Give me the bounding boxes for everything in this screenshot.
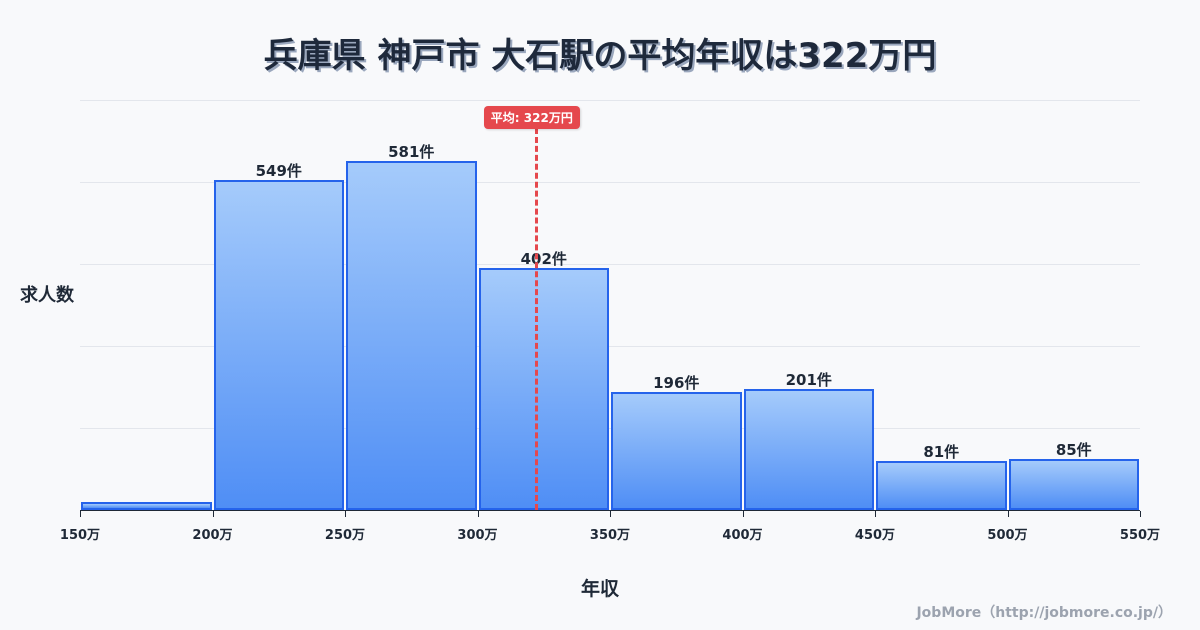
x-tick <box>477 511 479 517</box>
bar-value-label: 196件 <box>653 374 700 393</box>
x-tick <box>1007 511 1009 517</box>
chart-title: 兵庫県 神戸市 大石駅の平均年収は322万円 <box>263 36 937 76</box>
bar-value-label: 402件 <box>520 250 567 269</box>
bar-value-label: 85件 <box>1055 440 1092 459</box>
x-tick <box>1140 511 1141 517</box>
x-tick <box>345 511 346 517</box>
x-tick <box>875 511 876 517</box>
x-axis-label: 年収 <box>580 578 619 600</box>
gridline <box>80 182 1140 183</box>
credit-text: JobMore（http://jobmore.co.jp/） <box>916 605 1172 621</box>
histogram-bar <box>876 461 1007 510</box>
x-tick-label: 500万 <box>987 528 1028 543</box>
x-tick <box>742 511 744 517</box>
histogram-bar <box>346 160 477 510</box>
x-axis-line <box>80 510 1140 511</box>
gridline <box>80 428 1140 429</box>
bar-value-label: 201件 <box>785 371 832 390</box>
plot-area: 549件 581件 402件 196件 201件 81件 85件 <box>80 100 1140 510</box>
x-tick-label: 550万 <box>1119 528 1161 543</box>
histogram-bar <box>743 389 874 510</box>
gridline <box>80 100 1140 101</box>
bar-value-label: 81件 <box>923 443 960 462</box>
mean-badge: 平均: 322万円 <box>483 106 580 129</box>
bar-value-label: 549件 <box>255 161 302 180</box>
histogram-bar <box>1008 458 1139 510</box>
histogram-bar <box>478 268 609 510</box>
mean-line <box>534 128 538 510</box>
x-tick <box>610 511 611 517</box>
gridline <box>80 346 1140 347</box>
x-tick-label: 300万 <box>457 528 498 543</box>
histogram-bar <box>611 392 742 510</box>
x-tick-label: 350万 <box>589 528 631 543</box>
x-tick-label: 150万 <box>59 528 101 543</box>
x-tick <box>80 511 81 517</box>
y-axis-label: 求人数 <box>20 285 74 306</box>
histogram-bar <box>213 179 344 510</box>
x-tick-label: 250万 <box>324 528 366 543</box>
bar-value-label: 581件 <box>388 142 435 161</box>
x-tick-label: 400万 <box>722 528 763 543</box>
x-tick <box>212 511 214 517</box>
gridline <box>80 264 1140 265</box>
x-tick-label: 450万 <box>854 528 896 543</box>
x-tick-label: 200万 <box>192 528 233 543</box>
histogram-bar <box>81 502 212 510</box>
